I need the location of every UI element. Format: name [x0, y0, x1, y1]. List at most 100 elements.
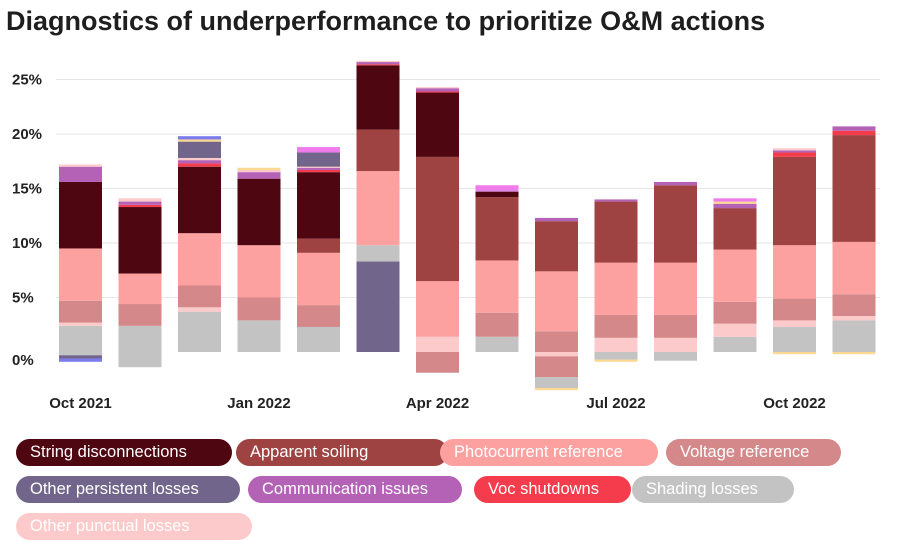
bar-segment [297, 169, 340, 173]
bar-segment [297, 166, 340, 168]
legend-item: Communication issues [248, 476, 462, 503]
bar-segment [237, 297, 281, 321]
bar-segment [654, 314, 697, 338]
bar-segment [297, 238, 340, 253]
x-tick-label: Oct 2021 [49, 395, 112, 412]
bar-segment [416, 88, 459, 92]
bar-segment [178, 311, 221, 352]
bar-segment [118, 207, 162, 274]
bar-segment [832, 126, 876, 131]
bar-segment [713, 323, 757, 337]
bar-segment [178, 166, 221, 234]
bar-segment [356, 129, 400, 172]
legend-item-label: Voc shutdowns [488, 480, 599, 498]
bar-segment [594, 314, 638, 338]
bar-segment [594, 352, 638, 360]
bar-segment [713, 201, 757, 204]
legend-item-label: Other punctual losses [30, 517, 190, 535]
bar-segment [237, 178, 281, 246]
bar-segment [118, 325, 162, 352]
bar-segment [475, 191, 519, 198]
bar-segment [118, 273, 162, 305]
bar-segment [59, 248, 102, 301]
bar-segment [59, 322, 102, 326]
bar-segment [773, 152, 816, 157]
bar-segment [475, 260, 519, 313]
bar-segment [59, 300, 102, 323]
bar-segment [59, 166, 102, 182]
bar-segment [773, 298, 816, 321]
bar-segment [356, 245, 400, 262]
bar-segment [475, 197, 519, 261]
bar-segment [178, 285, 221, 308]
bar-segment [237, 245, 281, 298]
y-tick-label: 0% [12, 352, 34, 369]
bar-segment [59, 355, 102, 359]
bar-segment [237, 167, 281, 170]
bar-segment [59, 352, 102, 356]
bar-segment [237, 320, 281, 352]
legend-item: Voc shutdowns [474, 476, 631, 503]
x-tick-label: Oct 2022 [763, 395, 826, 412]
bar-segment [594, 199, 638, 202]
bar-segment [297, 147, 340, 153]
bar-segment [178, 307, 221, 312]
legend-item: Photocurrent reference [440, 439, 658, 466]
bar-segment [535, 271, 578, 332]
bar-segment [297, 172, 340, 239]
y-tick-label: 25% [12, 72, 42, 89]
x-tick-label: Jan 2022 [227, 395, 290, 412]
y-tick-label: 10% [12, 235, 42, 252]
bar-segment [535, 377, 578, 388]
legend-item: Shading losses [632, 476, 794, 503]
bar-segment [297, 252, 340, 306]
bar-segment [416, 92, 459, 157]
bar-segment [713, 198, 757, 202]
bar-segment [356, 62, 400, 65]
bar-segment [713, 249, 757, 302]
bar-segment [535, 217, 578, 222]
bar-segment [237, 169, 281, 173]
bar-segment [654, 185, 697, 263]
bar-segment [773, 148, 816, 151]
bar-segment [118, 201, 162, 205]
stacked-bar-chart: 0% 5% 10% 15% 20% 25% Oct 2021 Jan 2022 Apr 202… [12, 60, 880, 412]
bar-segment [773, 245, 816, 299]
y-tick-label: 20% [12, 126, 42, 143]
y-tick-label: 5% [12, 290, 34, 307]
bar-segment [475, 336, 519, 352]
chart-title: Diagnostics of underperformance to prior… [6, 6, 766, 36]
bar-segment [832, 352, 876, 355]
bar-segment [356, 171, 400, 246]
bars [59, 60, 876, 391]
bar-segment [356, 65, 400, 130]
bar-segment [475, 190, 519, 192]
bar-segment [773, 352, 816, 355]
legend-item-label: Communication issues [262, 480, 428, 498]
bar-segment [832, 320, 876, 352]
legend-item-label: Photocurrent reference [454, 443, 623, 461]
bar-segment [59, 164, 102, 167]
bar-segment [475, 185, 519, 191]
bar-segment [535, 356, 578, 378]
bar-segment [416, 352, 459, 373]
bar-segment [832, 130, 876, 136]
bar-segment [416, 336, 459, 352]
legend-item-label: Apparent soiling [250, 443, 369, 461]
bar-segment [178, 157, 221, 161]
bar-segment [832, 135, 876, 242]
legend-item: Apparent soiling [236, 439, 448, 466]
x-tick-label: Jul 2022 [586, 395, 645, 412]
x-tick-label: Apr 2022 [406, 395, 469, 412]
bar-segment [713, 336, 757, 352]
bar-segment [773, 150, 816, 153]
bar-segment [773, 326, 816, 352]
bar-segment [416, 91, 459, 93]
legend-item: String disconnections [16, 439, 232, 466]
bar-segment [535, 331, 578, 352]
bar-segment [535, 387, 578, 391]
bar-segment [178, 160, 221, 164]
bar-segment [237, 172, 281, 179]
bar-segment [773, 156, 816, 246]
bar-segment [713, 208, 757, 250]
